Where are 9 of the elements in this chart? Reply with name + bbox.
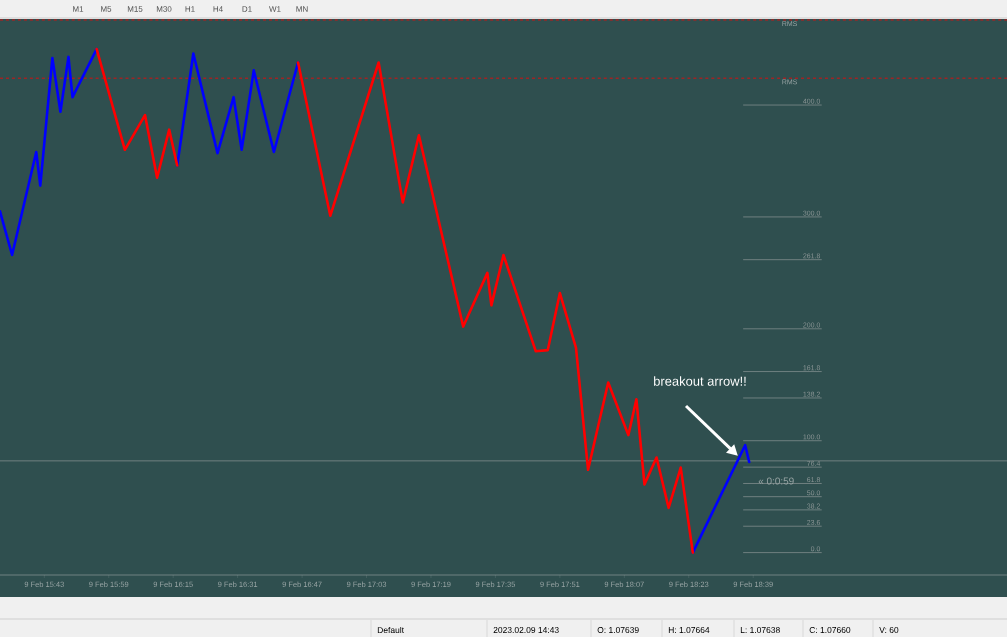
- text: Default: [377, 626, 404, 634]
- text: C: 1.07660: [809, 627, 851, 633]
- annotation: « 0:0:59: [758, 477, 794, 485]
- text: V: 60: [879, 627, 899, 633]
- text: L: 1.07638: [740, 627, 780, 633]
- text: 2023.02.09 14:43: [493, 627, 559, 633]
- text: H: 1.07664: [668, 627, 710, 633]
- annotation: breakout arrow!!: [654, 376, 746, 386]
- text: O: 1.07639: [597, 627, 639, 633]
